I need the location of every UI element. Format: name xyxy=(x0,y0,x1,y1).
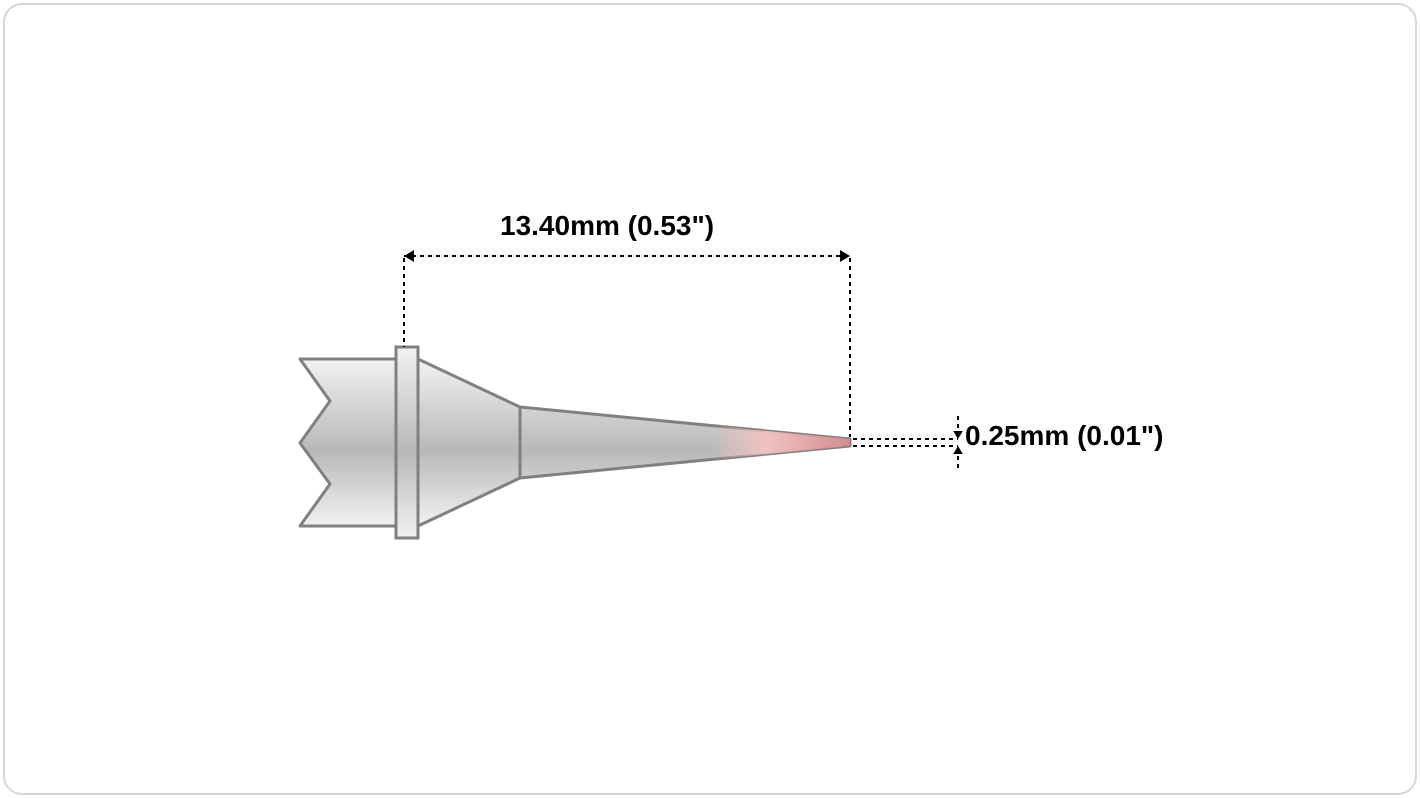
diagram-stage: 13.40mm (0.53") 0.25mm (0.01") xyxy=(0,0,1420,798)
diagram-svg xyxy=(0,0,1420,798)
dimension-length-label: 13.40mm (0.53") xyxy=(500,210,714,242)
dimension-tip-label: 0.25mm (0.01") xyxy=(965,420,1164,452)
